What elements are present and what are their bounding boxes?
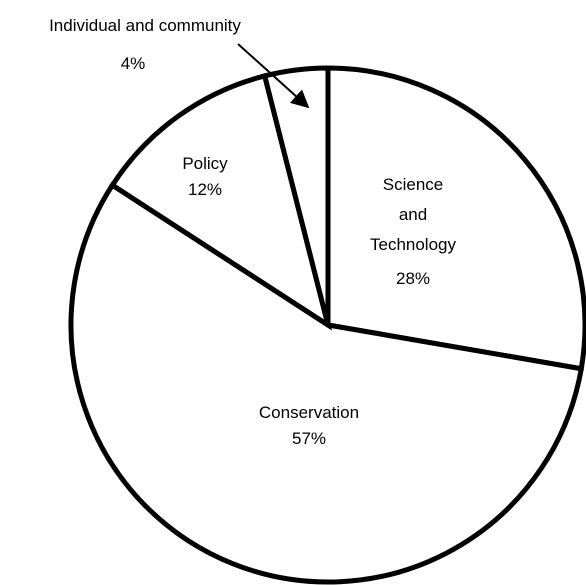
slice-value-label-1: 57%: [292, 429, 326, 448]
callout-arrow-3: [237, 43, 310, 109]
slice-layer: [68, 65, 586, 585]
label-layer: Science and Technology 28% Conservation 57% Po…: [49, 16, 456, 448]
slice-label-0-line-2: Technology: [370, 235, 457, 254]
pie-slice-0: [325, 65, 586, 372]
slice-label-2-line-0: Policy: [182, 154, 228, 173]
slice-value-label-3: 4%: [121, 54, 146, 73]
slice-value-label-2: 12%: [188, 180, 222, 199]
slice-label-0-line-1: and: [399, 205, 427, 224]
slice-value-label-0: 28%: [396, 269, 430, 288]
pie-outline: [69, 66, 586, 584]
slice-label-3-line-0: Individual and community: [49, 16, 241, 35]
slice-label-1-line-0: Conservation: [259, 403, 359, 422]
slice-label-0-line-0: Science: [383, 175, 443, 194]
